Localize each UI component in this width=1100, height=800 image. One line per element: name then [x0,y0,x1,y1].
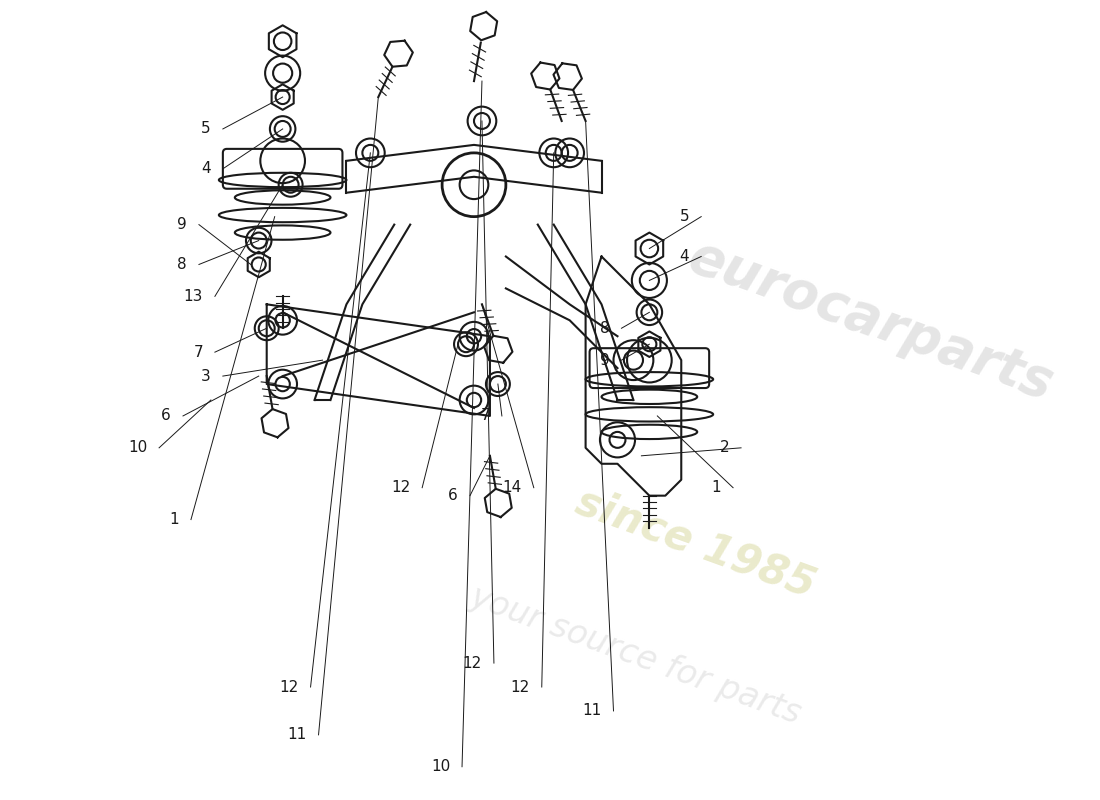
Text: 5: 5 [680,209,690,224]
Text: 5: 5 [201,122,211,137]
Text: 9: 9 [177,217,187,232]
Text: 4: 4 [680,249,690,264]
Text: since 1985: since 1985 [570,481,821,606]
Text: 8: 8 [600,321,609,336]
Text: 12: 12 [390,480,410,495]
Text: 12: 12 [463,655,482,670]
Text: 10: 10 [128,440,147,455]
Text: 6: 6 [162,409,170,423]
Text: 11: 11 [582,703,602,718]
Text: 4: 4 [201,162,211,176]
Text: 2: 2 [719,440,729,455]
Text: 7: 7 [481,409,490,423]
Text: 7: 7 [194,345,202,360]
Text: eurocarparts: eurocarparts [681,230,1060,410]
Text: 1: 1 [712,480,722,495]
Text: 6: 6 [449,488,458,503]
Text: 12: 12 [510,679,530,694]
Text: 14: 14 [503,480,521,495]
Text: 10: 10 [431,759,450,774]
Text: 3: 3 [201,369,211,383]
Text: 11: 11 [287,727,307,742]
Text: 8: 8 [177,257,187,272]
Text: 12: 12 [279,679,298,694]
Text: your source for parts: your source for parts [466,580,806,730]
Text: 9: 9 [600,353,609,368]
Text: 13: 13 [184,289,202,304]
Text: 1: 1 [169,512,179,527]
